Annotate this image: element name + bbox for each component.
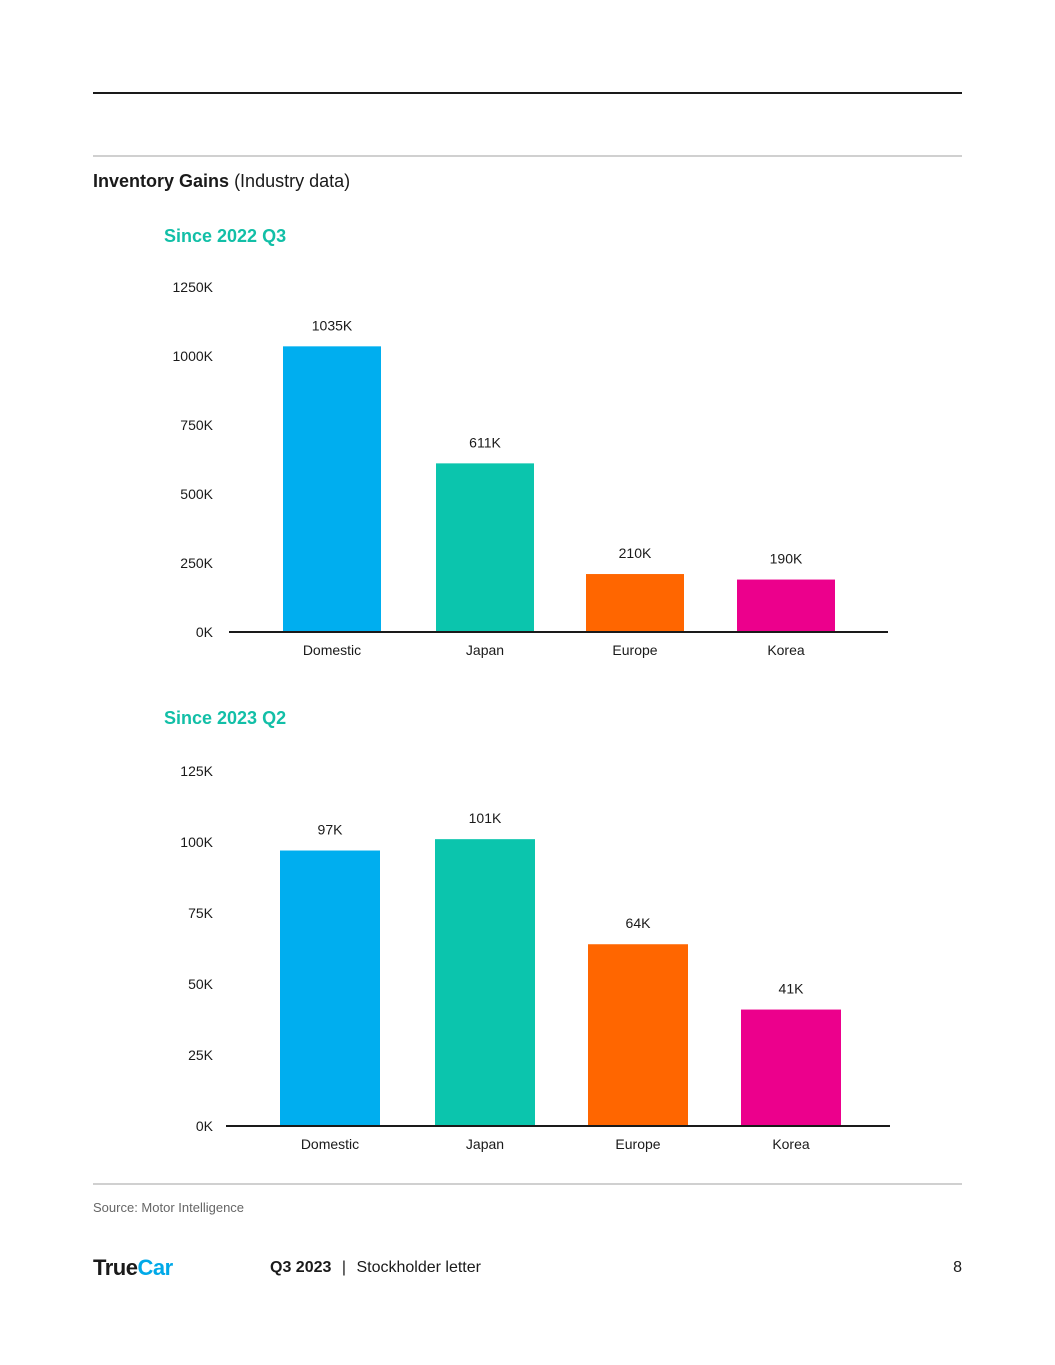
chart2-title: Since 2023 Q2 xyxy=(164,708,287,728)
footer-divider xyxy=(93,1183,962,1185)
chart1-bar-korea xyxy=(737,579,835,632)
top-rule xyxy=(93,92,962,94)
page-footer: TrueCar Q3 2023 | Stockholder letter 8 xyxy=(0,1255,1055,1285)
logo-car-text: Car xyxy=(137,1255,173,1280)
logo-true-text: True xyxy=(93,1255,138,1280)
chart1-value-label: 210K xyxy=(619,545,652,561)
chart1-ytick-label: 500K xyxy=(180,486,213,502)
chart1-category-label: Korea xyxy=(767,642,805,658)
section-title: Inventory Gains (Industry data) xyxy=(93,171,350,192)
chart1-bar-europe xyxy=(586,574,684,632)
document-name: Stockholder letter xyxy=(356,1259,481,1276)
chart2-category-label: Korea xyxy=(772,1136,810,1152)
chart1-category-label: Europe xyxy=(612,642,657,658)
chart2-category-label: Domestic xyxy=(301,1136,359,1152)
chart1-ytick-label: 250K xyxy=(180,555,213,571)
chart2-ytick-label: 75K xyxy=(188,905,214,921)
chart2-value-label: 101K xyxy=(469,810,502,826)
page-number: 8 xyxy=(953,1259,962,1276)
chart1-category-label: Domestic xyxy=(303,642,361,658)
chart1-value-label: 611K xyxy=(469,434,501,450)
truecar-logo: TrueCar xyxy=(93,1255,173,1281)
chart1-bar-japan xyxy=(436,463,534,632)
chart2-ytick-label: 25K xyxy=(188,1047,214,1063)
chart1-value-label: 1035K xyxy=(312,317,353,333)
chart2-value-label: 64K xyxy=(626,915,652,931)
chart2-bar-korea xyxy=(741,1009,841,1126)
chart2-ytick-label: 100K xyxy=(180,834,213,850)
chart1-value-label: 190K xyxy=(770,551,803,567)
document-separator: | xyxy=(341,1259,346,1276)
chart2-ytick-label: 50K xyxy=(188,976,214,992)
chart2-value-label: 97K xyxy=(318,822,344,838)
chart1-category-label: Japan xyxy=(466,642,504,658)
document-period: Q3 2023 xyxy=(270,1259,332,1276)
chart1-ytick-label: 1250K xyxy=(173,279,214,295)
chart1-ytick-label: 1000K xyxy=(173,348,214,364)
chart2-bar-europe xyxy=(588,944,688,1126)
source-note: Source: Motor Intelligence xyxy=(93,1200,245,1215)
chart2-bar-japan xyxy=(435,839,535,1126)
section-title-bold: Inventory Gains xyxy=(93,171,230,191)
chart2-ytick-label: 0K xyxy=(196,1118,214,1134)
chart2-category-label: Japan xyxy=(466,1136,504,1152)
chart1-ytick-label: 0K xyxy=(196,624,214,640)
chart1-title: Since 2022 Q3 xyxy=(164,226,287,246)
chart2-ytick-label: 125K xyxy=(180,763,213,779)
chart1-bar-chart: 0K 250K 500K 750K 1000K 1250K 1035K Domestic 611… xyxy=(173,279,888,658)
chart1-bar-domestic xyxy=(283,346,381,632)
chart2-value-label: 41K xyxy=(779,981,805,997)
chart2-category-label: Europe xyxy=(615,1136,660,1152)
chart2-bar-chart: 0K 25K 50K 75K 100K 125K 97K Domestic 101K Japan 6… xyxy=(180,763,890,1152)
chart2-bar-domestic xyxy=(280,850,380,1126)
document-label: Q3 2023 | Stockholder letter xyxy=(270,1259,481,1277)
section-title-note: (Industry data) xyxy=(234,171,351,191)
section-divider xyxy=(93,155,962,157)
chart1-ytick-label: 750K xyxy=(180,417,213,433)
